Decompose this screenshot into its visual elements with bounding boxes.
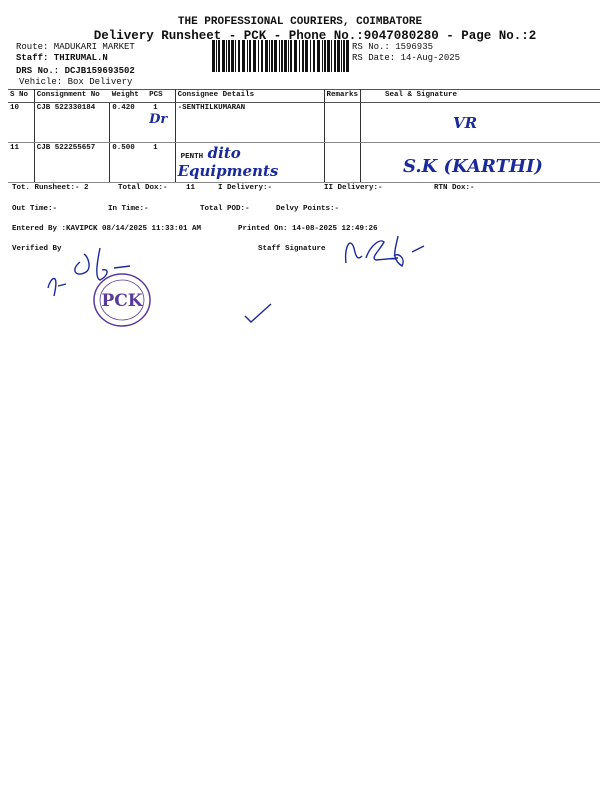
barcode-bar	[324, 40, 326, 72]
barcode-bar	[334, 40, 336, 72]
staff-signature	[344, 235, 425, 268]
consignee: PENTH dito Equipments	[174, 142, 324, 183]
barcode-bar	[346, 40, 349, 72]
barcode-bar	[247, 40, 248, 72]
barcode-bar	[294, 40, 297, 72]
weight: 0.500	[109, 142, 148, 183]
handwritten-note: Dr	[149, 112, 168, 127]
route: Route: MADUKARI MARKET	[16, 42, 135, 52]
barcode-bar	[317, 40, 320, 72]
barcode-bar	[231, 40, 234, 72]
stamp-text: PCK	[101, 291, 143, 311]
out-time: Out Time:-	[12, 205, 58, 213]
barcode-bar	[313, 40, 315, 72]
barcode-bar	[305, 40, 308, 72]
consignment-no: CJB 522330184	[33, 102, 110, 143]
barcode-bar	[258, 40, 259, 72]
remarks	[323, 102, 361, 143]
ii-delivery: II Delivery:-	[324, 184, 383, 192]
table-header: S No Consignment No Weight PCS Consignee…	[8, 89, 600, 103]
col-weight: Weight	[109, 89, 148, 103]
barcode-bar	[299, 40, 300, 72]
barcode-bar	[265, 40, 268, 72]
col-consignee: Consignee Details	[174, 89, 324, 103]
barcode-bar	[253, 40, 256, 72]
barcode	[212, 40, 349, 72]
rs-no: RS No.: 1596935	[352, 42, 434, 52]
col-pcs: PCS	[147, 89, 176, 103]
barcode-bar	[222, 40, 225, 72]
staff-signature-label: Staff Signature	[258, 245, 326, 253]
total-dox: Total Dox:-	[118, 184, 168, 192]
i-delivery: I Delivery:-	[218, 184, 273, 192]
barcode-bar	[271, 40, 273, 72]
vehicle: Vehicle: Box Delivery	[19, 77, 133, 87]
barcode-bar	[279, 40, 280, 72]
barcode-bar	[337, 40, 340, 72]
barcode-bar	[218, 40, 220, 72]
barcode-bar	[343, 40, 345, 72]
barcode-bar	[341, 40, 342, 72]
col-seal: Seal & Signature	[360, 89, 600, 103]
barcode-bar	[281, 40, 283, 72]
signature: S.K (KARTHI)	[403, 156, 543, 177]
check-mark-icon	[244, 303, 272, 323]
company-title: THE PROFESSIONAL COURIERS, COIMBATORE	[177, 16, 423, 28]
barcode-bar	[327, 40, 330, 72]
barcode-bar	[288, 40, 289, 72]
consignment-no: CJB 522255657	[33, 142, 110, 183]
barcode-bar	[322, 40, 323, 72]
delvy-points: Delvy Points:-	[276, 205, 340, 213]
sno: 10	[8, 102, 35, 143]
runsheet-table: S No Consignment No Weight PCS Consignee…	[8, 89, 600, 183]
barcode-bar	[216, 40, 217, 72]
entered-by: Entered By :KAVIPCK 08/14/2025 11:33:01 …	[12, 225, 202, 233]
barcode-bar	[331, 40, 332, 72]
barcode-bar	[274, 40, 277, 72]
consignee: -SENTHILKUMARAN	[174, 102, 324, 143]
verified-signature-stamp: PCK	[47, 248, 151, 327]
barcode-bar	[235, 40, 236, 72]
table-row: 11 CJB 522255657 0.500 1 PENTH dito Equi…	[8, 142, 600, 183]
total-dox-value: 11	[186, 184, 196, 192]
col-consignment: Consignment No	[33, 89, 110, 103]
staff: Staff: THIRUMAL.N	[16, 53, 108, 63]
barcode-bar	[212, 40, 215, 72]
barcode-bar	[290, 40, 292, 72]
pcs: 1 Dr	[147, 102, 176, 143]
printed-on: Printed On: 14-08-2025 12:49:26	[238, 225, 378, 233]
rs-date: RS Date: 14-Aug-2025	[352, 53, 461, 63]
barcode-bar	[228, 40, 230, 72]
in-time: In Time:-	[108, 205, 149, 213]
signature: VR	[453, 114, 478, 132]
barcode-bar	[269, 40, 270, 72]
remarks	[323, 142, 361, 183]
pcs: 1	[147, 142, 176, 183]
rtn-dox: RTN Dox:-	[434, 184, 475, 192]
total-pod: Total POD:-	[200, 205, 250, 213]
barcode-bar	[249, 40, 251, 72]
barcode-bar	[261, 40, 263, 72]
seal-signature: S.K (KARTHI)	[360, 142, 600, 183]
barcode-bar	[226, 40, 227, 72]
barcode-bar	[310, 40, 311, 72]
sno: 11	[8, 142, 35, 183]
barcode-bar	[302, 40, 304, 72]
barcode-bar	[242, 40, 245, 72]
seal-signature: VR	[360, 102, 600, 143]
verified-by-label: Verified By	[12, 245, 62, 253]
table-row: 10 CJB 522330184 0.420 1 Dr -SENTHILKUMA…	[8, 102, 600, 143]
col-remarks: Remarks	[323, 89, 361, 103]
barcode-bar	[238, 40, 240, 72]
tot-runsheet: Tot. Runsheet:- 2	[12, 184, 89, 192]
drs-no: DRS No.: DCJB159693502	[16, 66, 135, 76]
barcode-bar	[284, 40, 287, 72]
weight: 0.420	[109, 102, 148, 143]
col-sno: S No	[8, 89, 35, 103]
runsheet-subtitle: Delivery Runsheet - PCK - Phone No.:9047…	[93, 29, 537, 43]
handwritten-note: dito Equipments	[177, 144, 279, 180]
